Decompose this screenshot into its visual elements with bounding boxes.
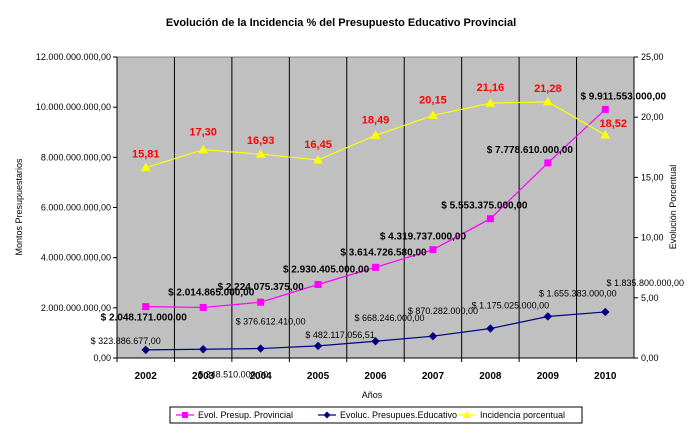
data-label-evoluc-presupues-educativo: $ 668.246.000,00	[354, 313, 424, 323]
data-label-incidencia-porcentual: 21,28	[534, 83, 562, 95]
data-label-incidencia-porcentual: 15,81	[132, 149, 160, 161]
y-left-tick-label: 12.000.000.000,00	[36, 52, 111, 62]
y-left-tick-label: 10.000.000.000,00	[36, 102, 111, 112]
y-right-tick-label: 10,00	[641, 233, 664, 243]
legend-label-evol-presup-provincial: Evol. Presup. Provincial	[198, 410, 293, 420]
data-label-evoluc-presupues-educativo: $ 376.612.410,00	[236, 317, 306, 327]
chart-title: Evolución de la Incidencia % del Presupu…	[166, 17, 516, 29]
x-tick-label: 2009	[537, 371, 560, 382]
data-point-incidencia-porcentual	[255, 149, 266, 158]
data-label-incidencia-porcentual: 18,52	[600, 118, 628, 130]
data-label-evol-presup-provincial: $ 3.614.726.580,00	[340, 247, 427, 258]
x-tick-label: 2006	[364, 371, 387, 382]
y-right-tick-label: 5,00	[641, 293, 659, 303]
data-point-evol-presup-provincial	[314, 280, 322, 288]
x-tick-label: 2003	[192, 371, 215, 382]
data-label-evoluc-presupues-educativo: $ 482.117.056,51	[305, 330, 374, 340]
data-point-evoluc-presupues-educativo	[198, 345, 208, 354]
data-point-evol-presup-provincial	[142, 303, 150, 311]
x-tick-label: 2002	[135, 371, 158, 382]
data-point-evoluc-presupues-educativo	[486, 324, 495, 333]
data-point-evol-presup-provincial	[601, 105, 609, 113]
y-axis-right-label: Evolución Porcentual	[668, 165, 678, 250]
legend-marker-incidencia-porcentual	[463, 411, 471, 418]
data-point-evoluc-presupues-educativo	[256, 344, 265, 353]
y-axis-left-label: Montos Presupuestarios	[14, 158, 24, 256]
data-label-evol-presup-provincial: $ 2.014.865.000,00	[168, 287, 255, 298]
data-point-incidencia-porcentual	[428, 110, 438, 119]
plot-area: 0,00 2.000.000.000,00 4.000.000.000,00 6.00…	[36, 52, 684, 382]
data-point-incidencia-porcentual	[485, 98, 496, 107]
data-label-evoluc-presupues-educativo: $ 348.510.000,00	[198, 369, 268, 379]
y-left-tick-label: 2.000.000.000,00	[41, 303, 111, 313]
data-point-incidencia-porcentual	[370, 130, 381, 139]
data-label-incidencia-porcentual: 17,30	[189, 127, 217, 139]
data-label-incidencia-porcentual: 18,49	[362, 114, 390, 126]
y-left-tick-label: 6.000.000.000,00	[41, 203, 111, 213]
data-point-evol-presup-provincial	[199, 303, 207, 311]
data-label-evoluc-presupues-educativo: $ 1.655.383.000,00	[539, 288, 617, 298]
data-label-evol-presup-provincial: $ 2.224.075.375,00	[218, 282, 305, 293]
y-right-tick-label: 0,00	[641, 353, 659, 363]
data-point-incidencia-porcentual	[198, 144, 209, 154]
legend-box	[169, 406, 583, 424]
x-tick-label: 2004	[249, 371, 272, 382]
data-point-evoluc-presupues-educativo	[543, 312, 553, 321]
data-point-evoluc-presupues-educativo	[371, 337, 380, 346]
data-point-incidencia-porcentual	[140, 162, 151, 172]
data-label-evol-presup-provincial: $ 7.778.610.000,00	[487, 145, 574, 156]
legend-marker-evol-presup-provincial	[182, 412, 188, 418]
data-label-evoluc-presupues-educativo: $ 1.835.800.000,00	[606, 278, 684, 288]
x-axis-label: Años	[362, 390, 383, 400]
legend-label-incidencia-porcentual: Incidencia porcentual	[480, 410, 565, 420]
y-right-tick-label: 15,00	[641, 172, 664, 182]
data-label-evol-presup-provincial: $ 5.553.375.000,00	[441, 201, 528, 212]
data-label-evol-presup-provincial: $ 9.911.553.000,00	[580, 91, 666, 102]
data-point-evol-presup-provincial	[486, 215, 494, 223]
x-tick-label: 2005	[307, 371, 330, 382]
data-point-evoluc-presupues-educativo	[428, 331, 438, 341]
y-right-tick-label: 20,00	[641, 112, 664, 122]
data-label-evoluc-presupues-educativo: $ 870.282.000,00	[408, 306, 478, 316]
data-point-evoluc-presupues-educativo	[601, 307, 610, 317]
data-label-evol-presup-provincial: $ 2.930.405.000,00	[283, 264, 370, 275]
data-point-evoluc-presupues-educativo	[313, 341, 323, 351]
data-point-evol-presup-provincial	[544, 159, 552, 167]
data-point-evol-presup-provincial	[257, 298, 265, 306]
data-label-evoluc-presupues-educativo: $ 1.175.025.000,00	[472, 301, 550, 311]
data-label-incidencia-porcentual: 21,16	[477, 82, 505, 94]
x-tick-label: 2008	[479, 371, 502, 382]
data-label-incidencia-porcentual: 20,15	[419, 94, 447, 106]
data-label-evol-presup-provincial: $ 2.048.171.000,00	[101, 313, 188, 324]
data-label-evol-presup-provincial: $ 4.319.737.000,00	[380, 232, 467, 243]
data-point-evol-presup-provincial	[372, 263, 379, 271]
y-left-tick-label: 8.000.000.000,00	[41, 152, 111, 162]
data-point-evoluc-presupues-educativo	[141, 345, 150, 355]
data-point-incidencia-porcentual	[600, 130, 611, 139]
y-left-tick-label: 4.000.000.000,00	[41, 253, 111, 263]
data-label-evoluc-presupues-educativo: $ 323.886.677,00	[91, 336, 161, 346]
legend-marker-evoluc-presupues-educativo	[323, 411, 331, 419]
y-right-tick-label: 25,00	[641, 52, 664, 62]
y-left-tick-label: 0,00	[93, 353, 111, 363]
data-point-evol-presup-provincial	[429, 246, 437, 254]
legend: Evol. Presup. Provincial Evoluc. Presupue…	[169, 406, 583, 424]
data-label-incidencia-porcentual: 16,45	[304, 139, 332, 151]
data-label-incidencia-porcentual: 16,93	[247, 135, 275, 147]
x-tick-label: 2007	[422, 371, 445, 382]
x-tick-label: 2010	[594, 371, 617, 382]
data-point-incidencia-porcentual	[313, 154, 323, 164]
legend-label-evoluc-presupues-educativo: Evoluc. Presupues.Educativo	[340, 410, 457, 420]
data-point-incidencia-porcentual	[542, 96, 553, 106]
